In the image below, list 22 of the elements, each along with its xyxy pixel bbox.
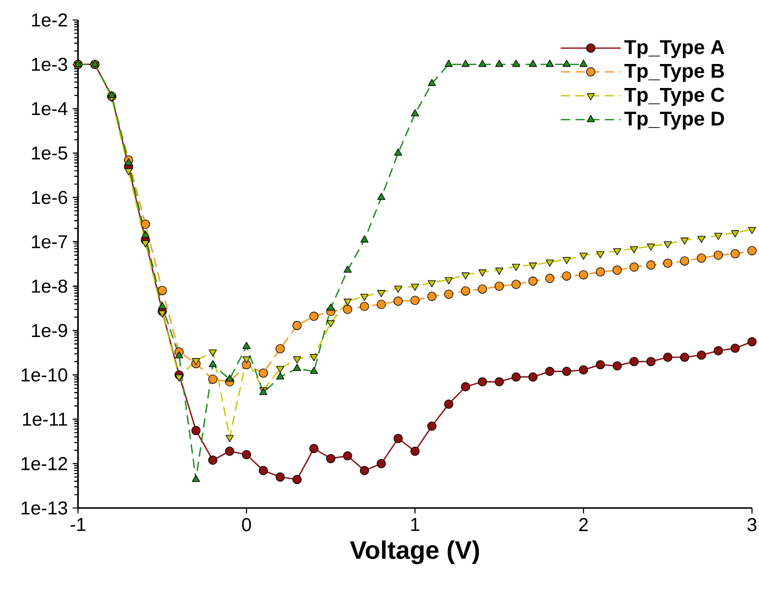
legend-label: Tp_Type A [624, 40, 724, 58]
y-tick-label: 1e-10 [22, 368, 68, 382]
y-tick-label: 1e-7 [32, 235, 68, 248]
y-tick-label: 1e-9 [32, 324, 68, 338]
x-tick-label: -1 [70, 518, 86, 531]
legend-label: Tp_Type C [624, 88, 724, 106]
y-tick-label: 1e-6 [32, 190, 68, 204]
legend-label: Tp_Type B [624, 64, 724, 82]
x-tick-label: 3 [748, 518, 756, 532]
x-tick-label: 2 [579, 518, 588, 532]
x-tick-label: 1 [411, 518, 420, 531]
x-tick-label: 0 [242, 518, 251, 532]
y-tick-label: 1e-2 [32, 13, 68, 27]
legend-label: Tp_Type D [624, 112, 724, 130]
y-tick-label: 1e-4 [32, 102, 68, 116]
y-tick-label: 1e-3 [32, 58, 68, 71]
y-tick-label: 1e-13 [22, 501, 68, 515]
y-tick-label: 1e-12 [22, 457, 68, 470]
y-tick-label: 1e-11 [23, 412, 68, 426]
x-axis-title: Voltage (V) [350, 540, 479, 564]
y-tick-label: 1e-5 [32, 146, 68, 160]
y-tick-label: 1e-8 [32, 280, 68, 293]
